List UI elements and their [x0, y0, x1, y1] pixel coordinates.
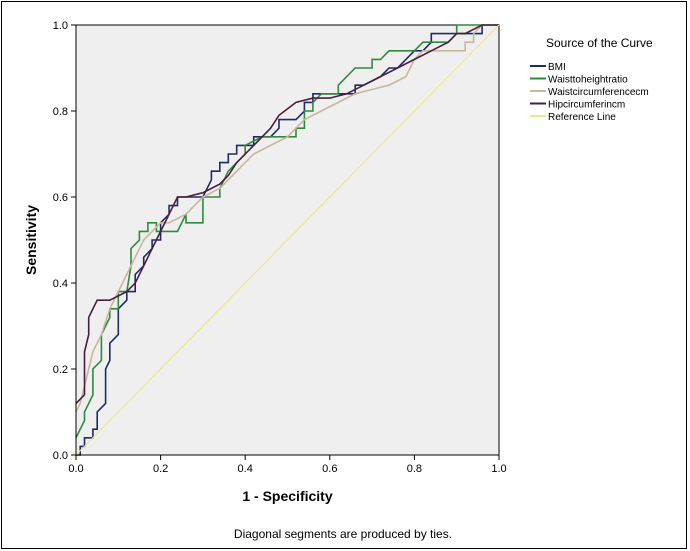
legend-items: BMI WaisttoheightratioWaistcircumferencec…: [530, 62, 649, 123]
footnote: Diagonal segments are produced by ties.: [234, 527, 452, 541]
legend-label: Reference Line: [548, 112, 616, 123]
legend-label: BMI: [548, 62, 566, 73]
series-line-hipcircumferincm: [75, 24, 499, 404]
x-tick-label: 1.0: [491, 463, 506, 475]
y-tick-label: 0.2: [53, 364, 68, 376]
x-tick-label: 0.8: [407, 463, 422, 475]
y-tick-label: 0.4: [53, 278, 68, 290]
x-tick-label: 0.2: [153, 463, 168, 475]
series-line-waistcircumferencecm: [75, 24, 499, 413]
legend: Source of the Curve BMI Waisttoheightrati…: [530, 36, 653, 123]
x-tick-label: 0.6: [322, 463, 337, 475]
legend-label: Waisttoheightratio: [548, 75, 628, 86]
series-line-bmi: [76, 24, 499, 456]
legend-label: Waistcircumferencecm: [548, 87, 649, 98]
y-tick-label: 0.0: [53, 450, 68, 462]
series-layer: [75, 24, 500, 456]
legend-label: Hipcircumferincm: [548, 100, 625, 111]
y-tick-label: 1.0: [53, 20, 68, 32]
y-tick-label: 0.8: [53, 106, 68, 118]
y-axis-title: Sensitivity: [23, 205, 39, 275]
y-tick-label: 0.6: [53, 192, 68, 204]
x-tick-label: 0.0: [68, 463, 83, 475]
series-line-reference-line: [75, 24, 500, 456]
legend-title: Source of the Curve: [546, 36, 653, 50]
x-axis-title: 1 - Specificity: [242, 488, 332, 504]
axes-layer: 0.0 0.2 0.4 0.6 0.8 1.0 0.0 0.2 0.4 0.6 0.8 1.0: [53, 20, 507, 475]
x-tick-label: 0.4: [238, 463, 253, 475]
